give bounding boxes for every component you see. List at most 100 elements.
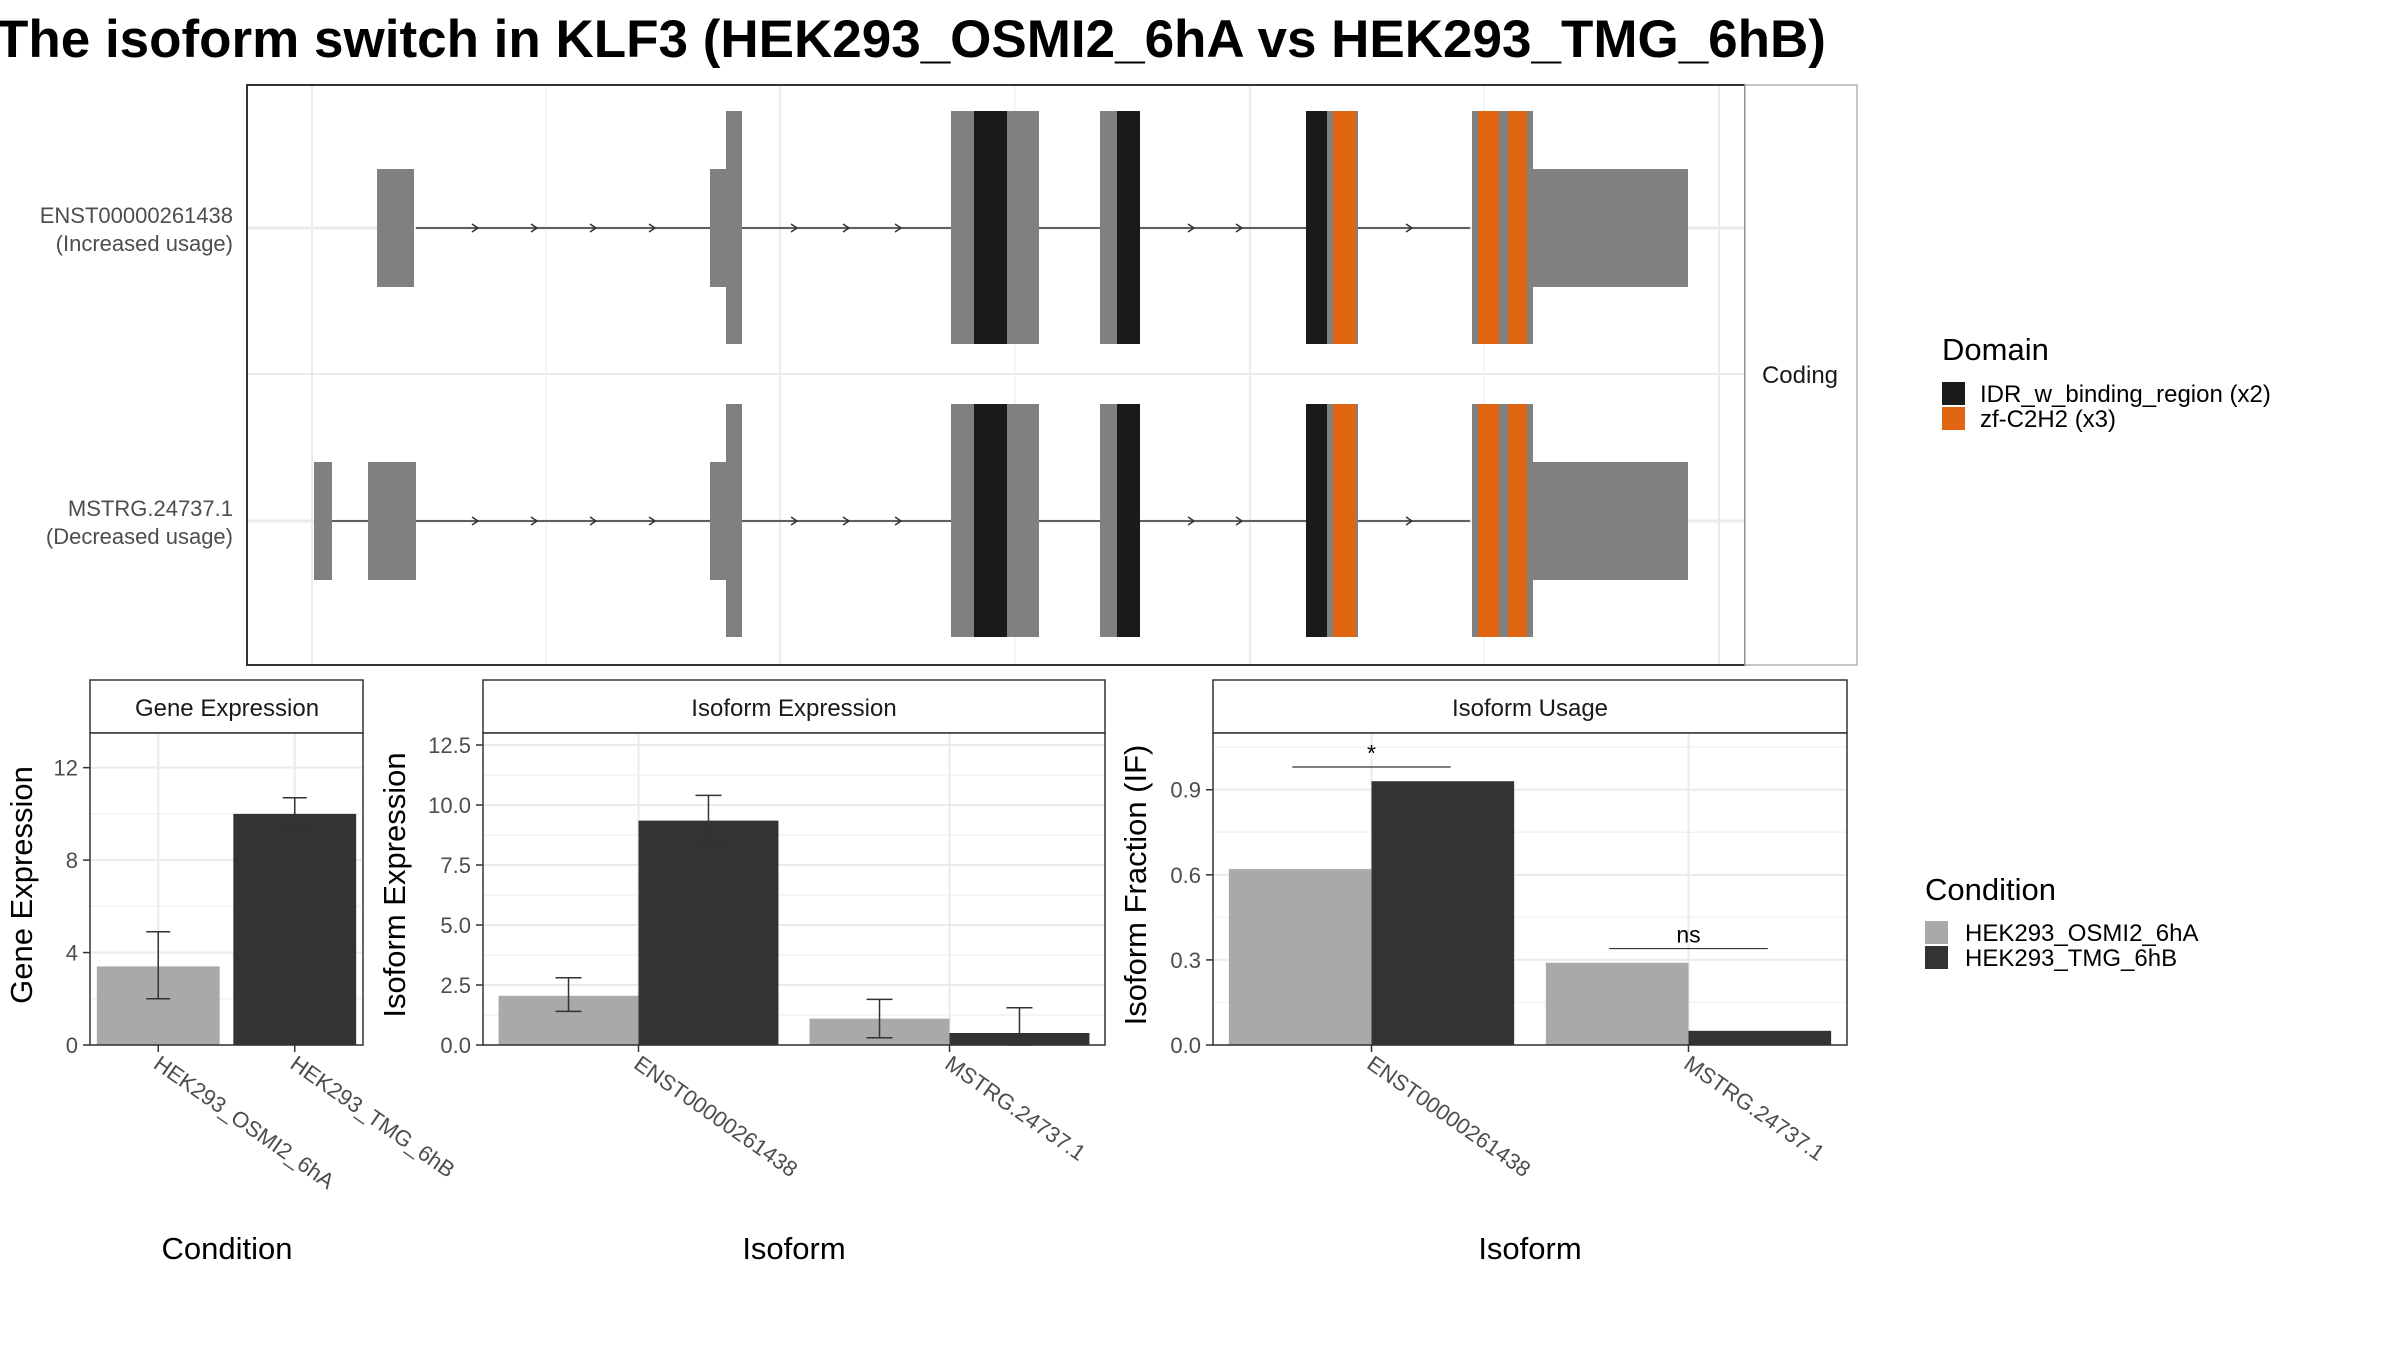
page-title: The isoform switch in KLF3 (HEK293_OSMI2… bbox=[0, 10, 1826, 69]
utr-exon bbox=[710, 169, 726, 287]
intron-arrow bbox=[648, 223, 657, 233]
y-tick-label: 10.0 bbox=[428, 793, 471, 818]
panel-border bbox=[1212, 732, 1848, 1046]
intron-arrow bbox=[589, 223, 598, 233]
bar bbox=[1545, 962, 1689, 1045]
y-tick-label: 2.5 bbox=[440, 973, 471, 998]
domain-zf-c2h2 bbox=[1478, 111, 1499, 344]
intron-arrow bbox=[894, 516, 903, 526]
y-tick-label: 0.3 bbox=[1170, 948, 1201, 973]
y-tick-label: 0 bbox=[66, 1033, 78, 1058]
panel-strip-label: Gene Expression bbox=[135, 695, 319, 722]
facet-strip-label: Coding bbox=[1762, 362, 1838, 389]
intron-arrow bbox=[1187, 223, 1196, 233]
y-tick-label: 4 bbox=[66, 941, 78, 966]
x-tick-label: MSTRG.24737.1 bbox=[1680, 1051, 1830, 1166]
condition-legend: Condition HEK293_OSMI2_6hA HEK293_TMG_6h… bbox=[1925, 872, 2198, 972]
intron-arrow bbox=[471, 223, 480, 233]
x-axis-title: Isoform bbox=[742, 1231, 845, 1266]
legend-label: HEK293_TMG_6hB bbox=[1965, 945, 2177, 972]
cds-exon bbox=[726, 404, 742, 637]
intron-arrow bbox=[842, 223, 851, 233]
transcript-model-tx2 bbox=[314, 404, 1688, 637]
intron-arrow bbox=[471, 516, 480, 526]
utr-exon bbox=[377, 169, 414, 287]
y-tick-label: 8 bbox=[66, 848, 78, 873]
intron-arrow bbox=[1187, 516, 1196, 526]
utr-exon bbox=[1533, 169, 1688, 287]
y-tick-label: 7.5 bbox=[440, 853, 471, 878]
transcript-panel: Coding ENST00000261438 (Increased usage)… bbox=[40, 84, 1858, 666]
domain-zf-c2h2 bbox=[1333, 404, 1356, 637]
intron-arrow bbox=[648, 516, 657, 526]
panel-border bbox=[89, 732, 364, 1046]
transcript-label-name: MSTRG.24737.1 bbox=[68, 496, 233, 521]
intron-arrows bbox=[471, 223, 1414, 233]
intron-arrow bbox=[530, 223, 539, 233]
plot-background bbox=[483, 733, 1105, 1045]
cds-exon bbox=[726, 111, 742, 344]
legend-key bbox=[1925, 946, 1948, 969]
y-tick-label: 0.0 bbox=[1170, 1033, 1201, 1058]
panel-strip bbox=[482, 679, 1106, 734]
transcript-label-status: (Increased usage) bbox=[56, 231, 233, 256]
legend-label: HEK293_OSMI2_6hA bbox=[1965, 920, 2198, 947]
bar bbox=[1371, 781, 1515, 1045]
domain-idr bbox=[1117, 111, 1140, 344]
bar bbox=[638, 820, 779, 1045]
x-axis-title: Condition bbox=[162, 1231, 293, 1266]
y-tick-label: 0.9 bbox=[1170, 778, 1201, 803]
y-axis-title: Isoform Expression bbox=[377, 752, 412, 1017]
intron-arrow bbox=[530, 516, 539, 526]
x-tick-label: MSTRG.24737.1 bbox=[941, 1051, 1091, 1166]
isoform-usage-panel: 0.0 0.3 0.6 0.9 ENST00000261438 MSTRG.24737.1… bbox=[1118, 679, 1848, 1266]
legend-key bbox=[1942, 407, 1965, 430]
utr-exon bbox=[368, 462, 416, 580]
intron-arrow bbox=[1405, 516, 1414, 526]
intron-arrows bbox=[471, 516, 1414, 526]
panel-border bbox=[482, 732, 1106, 1046]
domain-idr bbox=[1306, 404, 1327, 637]
intron-arrow bbox=[1235, 516, 1244, 526]
significance-label: * bbox=[1367, 740, 1376, 766]
legend-label: IDR_w_binding_region (x2) bbox=[1980, 381, 2271, 408]
bar bbox=[1228, 869, 1372, 1045]
domain-idr bbox=[1117, 404, 1140, 637]
intron-arrow bbox=[790, 223, 799, 233]
domain-idr bbox=[974, 111, 1007, 344]
x-tick-label: ENST00000261438 bbox=[1363, 1051, 1536, 1182]
domain-idr bbox=[1306, 111, 1327, 344]
domain-zf-c2h2 bbox=[1508, 111, 1527, 344]
domain-zf-c2h2 bbox=[1508, 404, 1527, 637]
intron-arrow bbox=[894, 223, 903, 233]
facet-strip bbox=[1744, 84, 1858, 666]
panel-strip-label: Isoform Usage bbox=[1452, 695, 1608, 722]
transcript-label-status: (Decreased usage) bbox=[46, 524, 233, 549]
intron-arrow bbox=[842, 516, 851, 526]
y-axis-title: Isoform Fraction (IF) bbox=[1118, 745, 1153, 1026]
domain-legend: Domain IDR_w_binding_region (x2) zf-C2H2… bbox=[1942, 332, 2271, 433]
plot-layer: 0.0 2.5 5.0 7.5 10.0 12.5 ENST00000261438 MSTRG… bbox=[428, 679, 1106, 1182]
panel-strip-label: Isoform Expression bbox=[691, 695, 896, 722]
y-tick-label: 0.6 bbox=[1170, 863, 1201, 888]
legend-label: zf-C2H2 (x3) bbox=[1980, 406, 2116, 433]
x-tick-label: ENST00000261438 bbox=[630, 1051, 803, 1182]
x-axis-title: Isoform bbox=[1478, 1231, 1581, 1266]
domain-idr bbox=[974, 404, 1007, 637]
plot-layer: 0.0 0.3 0.6 0.9 ENST00000261438 MSTRG.24737.1… bbox=[1170, 679, 1848, 1182]
y-tick-label: 12.5 bbox=[428, 733, 471, 758]
isoform-expression-panel: 0.0 2.5 5.0 7.5 10.0 12.5 ENST00000261438 MSTRG… bbox=[377, 679, 1106, 1266]
y-tick-label: 12 bbox=[54, 756, 78, 781]
intron-arrow bbox=[1405, 223, 1414, 233]
legend-key bbox=[1925, 921, 1948, 944]
legend-title: Domain bbox=[1942, 332, 2049, 367]
intron-arrow bbox=[790, 516, 799, 526]
y-tick-label: 0.0 bbox=[440, 1033, 471, 1058]
domain-zf-c2h2 bbox=[1478, 404, 1499, 637]
intron-arrow bbox=[589, 516, 598, 526]
legend-title: Condition bbox=[1925, 872, 2056, 907]
y-axis-title: Gene Expression bbox=[4, 766, 39, 1004]
y-tick-label: 5.0 bbox=[440, 913, 471, 938]
legend-key bbox=[1942, 382, 1965, 405]
